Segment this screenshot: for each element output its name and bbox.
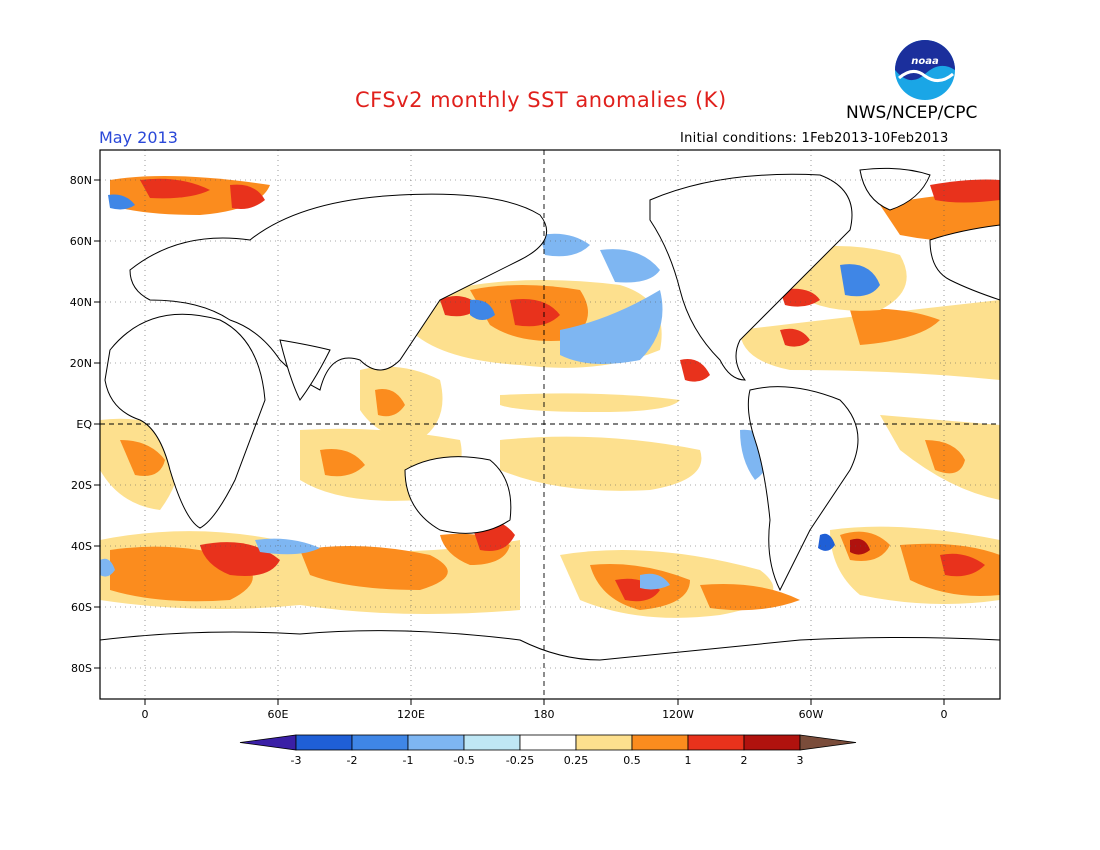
colorbar-label: 0.5 [623,754,641,767]
lat-label: EQ [76,418,92,431]
lon-label: 0 [142,708,149,721]
lat-label: 80S [71,662,92,675]
colorbar-segment [743,734,801,751]
colorbar-segment [407,734,465,751]
colorbar-label: -0.25 [506,754,534,767]
lat-axis [94,179,100,669]
colorbar-left-arrow [239,734,297,751]
colorbar-segment [519,734,577,751]
initial-conditions: Initial conditions: 1Feb2013-10Feb2013 [680,131,949,146]
colorbar-label: -1 [403,754,414,767]
chart-title: CFSv2 monthly SST anomalies (K) [355,88,727,112]
colorbar-segment [463,734,521,751]
lat-label: 20S [71,479,92,492]
lat-label: 60N [70,235,92,248]
continent-outlines [100,167,1000,699]
lon-label: 180 [534,708,555,721]
equator-dateline [100,150,1000,699]
lon-tick-labels: 0 60E 120E 180 120W 60W 0 [142,708,948,721]
colorbar-label: -2 [347,754,358,767]
colorbar-label: -0.5 [453,754,474,767]
colorbar-label: 0.25 [564,754,589,767]
colorbar-label: -3 [291,754,302,767]
colorbar-tick-labels: -3 -2 -1 -0.5 -0.25 0.25 0.5 1 2 3 [291,754,804,767]
colorbar-segment [295,734,353,751]
graticule [100,150,1000,699]
lat-tick-labels: 80N 60N 40N 20N EQ 20S 40S 60S 80S [70,174,93,675]
agency-label: NWS/NCEP/CPC [846,103,978,123]
lon-label: 0 [941,708,948,721]
colorbar-label: 2 [741,754,748,767]
svg-text:noaa: noaa [911,56,939,67]
colorbar [239,734,857,751]
lat-label: 80N [70,174,92,187]
colorbar-label: 3 [797,754,804,767]
lat-label: 60S [71,601,92,614]
lon-label: 120E [397,708,425,721]
colorbar-segment [631,734,689,751]
noaa-logo-icon: noaa [895,40,955,100]
colorbar-segment [351,734,409,751]
lat-label: 40N [70,296,92,309]
colorbar-label: 1 [685,754,692,767]
lat-label: 40S [71,540,92,553]
colorbar-segment [575,734,633,751]
colorbar-segment [687,734,745,751]
lon-axis [144,699,945,705]
lon-label: 60W [799,708,824,721]
lon-label: 120W [662,708,694,721]
forecast-month: May 2013 [99,128,178,147]
colorbar-right-arrow [799,734,857,751]
lat-label: 20N [70,357,92,370]
lon-label: 60E [268,708,289,721]
